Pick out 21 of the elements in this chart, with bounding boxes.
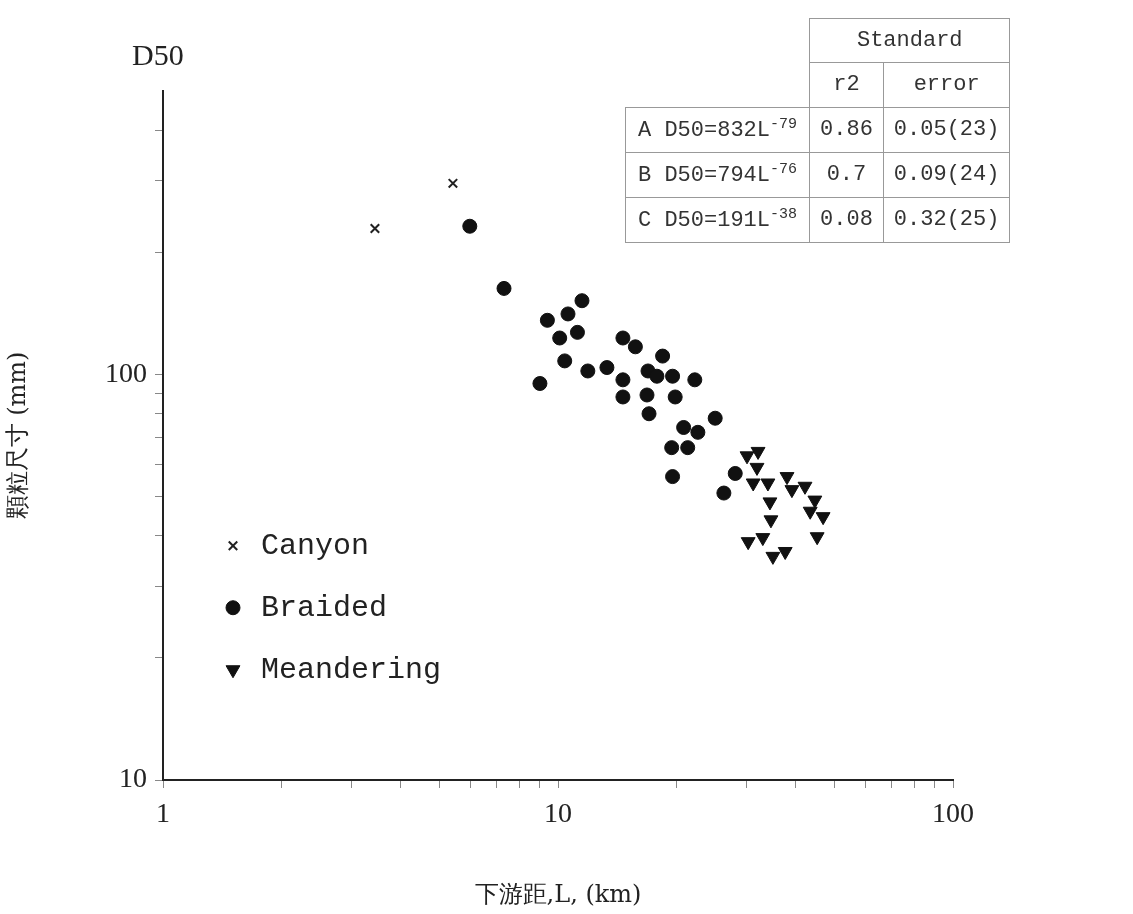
legend-label: Canyon — [261, 528, 370, 563]
annotation: 0.08 — [809, 197, 884, 242]
chart-title: D50 — [132, 38, 184, 72]
annotation: r2 — [809, 62, 884, 107]
annotation: 0.32(25) — [883, 197, 1010, 242]
x-tick-label: 1 — [156, 797, 170, 829]
x-axis-title: 下游距,L, (km) — [474, 879, 642, 908]
annotation: C D50=191L$^{-38}$ — [625, 197, 810, 242]
annotation: 0.7 — [809, 152, 884, 197]
text: Standard — [809, 18, 1010, 63]
annotation: 0.86 — [809, 107, 884, 152]
annotation: 0.09(24) — [883, 152, 1010, 197]
y-axis-title: 顆粒尺寸 (mm) — [2, 351, 31, 520]
annotation: 0.05(23) — [883, 107, 1010, 152]
annotation: A D50=832L$^{-79}$ — [625, 107, 810, 152]
x-tick-label: 100 — [932, 797, 974, 829]
legend-label: Braided — [261, 590, 388, 625]
legend-label: Meandering — [261, 652, 442, 687]
x-tick-label: 10 — [544, 797, 572, 829]
annotation: B D50=794L$^{-76}$ — [625, 152, 810, 197]
annotation: error — [883, 62, 1010, 107]
